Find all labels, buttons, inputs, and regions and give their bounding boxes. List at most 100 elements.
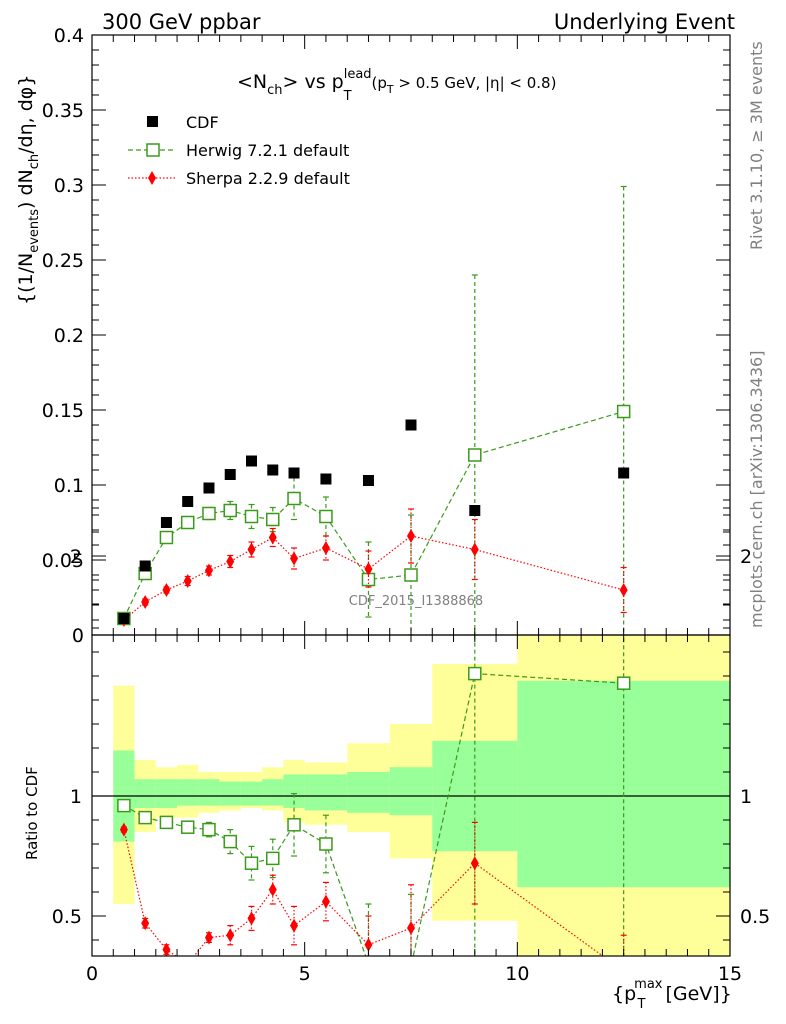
y-tick-label: 0.25 (42, 250, 84, 272)
legend-cdf-marker (147, 116, 158, 127)
herwig-point (159, 530, 174, 545)
top-series-layer (117, 185, 631, 635)
sherpa-point (204, 930, 213, 945)
y-axis-title: {(1/Nevents) dNch/dη, dφ} (15, 75, 42, 305)
green-band-bin (134, 779, 156, 808)
sherpa-line (123, 829, 604, 956)
y-tick-label: 0.1 (54, 475, 84, 497)
herwig-point (319, 509, 333, 524)
herwig-point (266, 512, 280, 527)
plot-title: <Nch> vs plead T(pT > 0.5 GeV, |η| < 0.8) (237, 67, 556, 104)
herwig-point (468, 666, 482, 681)
herwig-line (123, 410, 624, 619)
ratio-y-tick-label: 1 (70, 786, 82, 808)
analysis-watermark: CDF_2015_I1388868 (349, 594, 483, 609)
sherpa-point (141, 595, 150, 609)
sherpa-point (184, 957, 192, 971)
sherpa-point (364, 562, 373, 576)
herwig-point (468, 448, 482, 462)
y-tick-label: 0 (72, 625, 84, 647)
axis-ticks (91, 34, 731, 956)
green-band-bin (155, 779, 178, 808)
herwig-point (287, 491, 301, 506)
sherpa-point (141, 916, 150, 931)
cdf-point (362, 475, 374, 486)
herwig-point (287, 818, 301, 832)
green-band-bin (198, 779, 220, 806)
herwig-point (244, 509, 259, 524)
cdf-point (160, 517, 172, 528)
herwig-point (616, 404, 631, 419)
cdf-point (224, 469, 236, 480)
sherpa-line (123, 535, 624, 621)
herwig-point (405, 960, 417, 972)
x-tick-label: 0 (86, 963, 98, 985)
sherpa-point (470, 542, 479, 557)
legend-cdf-label: CDF (186, 113, 219, 132)
herwig-point (202, 822, 216, 837)
y-tick-label: 0.3 (54, 175, 84, 197)
sherpa-point (247, 911, 256, 926)
green-band-bin (389, 767, 433, 816)
x-axis-title: {pmax T [GeV]} (612, 977, 732, 1012)
ratio-axis-title: Ratio to CDF (23, 766, 41, 860)
herwig-point (138, 810, 152, 825)
herwig-point (180, 820, 195, 834)
green-band-bin (283, 774, 305, 808)
herwig-point (362, 958, 374, 970)
herwig-point (404, 568, 418, 582)
sherpa-point (620, 964, 628, 978)
cdf-point (203, 482, 215, 494)
legend: CDF Herwig 7.2.1 default Sherpa 2.2.9 de… (128, 113, 350, 188)
ratio-y-tick-label: 0.5 (52, 906, 82, 928)
sherpa-point (226, 554, 235, 569)
herwig-point (616, 676, 631, 690)
y-tick-label: 0.35 (42, 100, 84, 122)
cdf-point (320, 473, 332, 485)
ratio-series-layer (117, 635, 631, 978)
ratio-y-tick-label-right: 2 (740, 546, 752, 568)
sherpa-point (290, 551, 299, 566)
legend-sherpa-marker (148, 171, 156, 185)
cdf-point (182, 496, 194, 507)
x-tick-label: 10 (505, 963, 529, 985)
sherpa-point (268, 530, 277, 545)
herwig-point (223, 834, 237, 849)
herwig-point (319, 837, 333, 851)
sherpa-point (407, 529, 415, 543)
herwig-point (266, 851, 280, 866)
green-band-bin (177, 779, 199, 806)
cdf-point (405, 419, 417, 431)
ratio-y-tick-label: 2 (70, 546, 82, 568)
mcplots-label: mcplots.cern.ch [arXiv:1306.3436] (747, 351, 766, 628)
y-tick-label: 0.15 (42, 400, 84, 422)
x-tick-label: 15 (718, 963, 742, 985)
sherpa-point (204, 563, 213, 578)
legend-herwig-label: Herwig 7.2.1 default (186, 141, 349, 160)
cdf-point (246, 455, 257, 467)
green-band-bin (347, 772, 390, 813)
legend-sherpa-label: Sherpa 2.2.9 default (186, 169, 350, 188)
sherpa-point (321, 894, 330, 909)
sherpa-point (247, 542, 256, 557)
legend-herwig-marker (146, 143, 160, 157)
herwig-point (117, 798, 131, 813)
sherpa-point (162, 583, 171, 597)
cdf-point (118, 613, 130, 624)
sherpa-point (470, 856, 479, 871)
sherpa-point (268, 882, 277, 897)
green-band-bin (219, 781, 241, 806)
y-tick-label: 0.4 (54, 25, 84, 47)
cdf-point (469, 505, 481, 516)
ratio-y-tick-label-right: 1 (740, 786, 752, 808)
green-band-bin (517, 680, 730, 888)
sherpa-point (162, 942, 171, 956)
header-left: 300 GeV ppbar (102, 10, 261, 34)
sherpa-point (290, 918, 299, 933)
sherpa-point (119, 822, 128, 837)
herwig-point (244, 856, 259, 870)
herwig-point (202, 506, 216, 521)
header-right: Underlying Event (554, 10, 735, 34)
green-band-bin (240, 781, 263, 806)
sherpa-point (364, 937, 373, 952)
